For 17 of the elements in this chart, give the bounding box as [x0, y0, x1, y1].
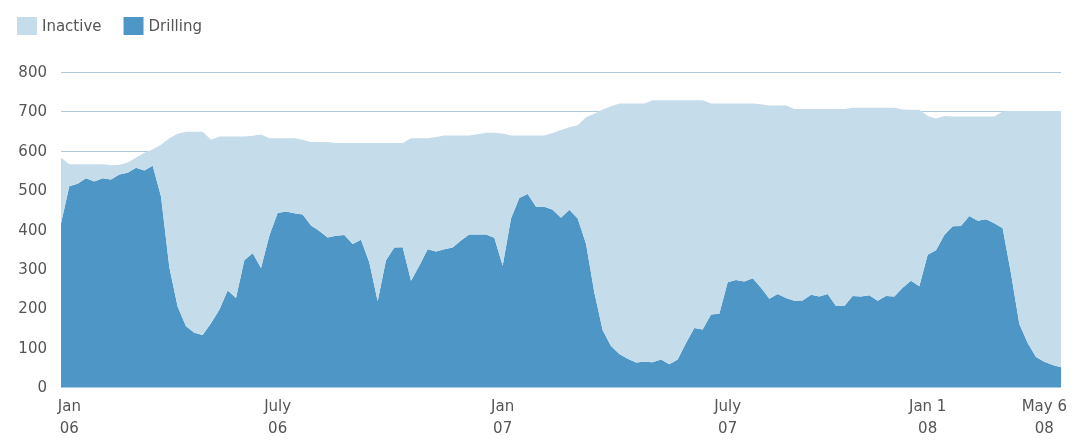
x-tick-label: Jan 07 [490, 397, 515, 437]
x-tick-label: July 07 [713, 397, 742, 437]
y-tick-label: 800 [18, 63, 47, 81]
legend-label: Inactive [42, 17, 102, 35]
x-tick-label: May 6 08 [1021, 397, 1067, 437]
y-tick-label: 700 [18, 102, 47, 121]
y-tick-label: 500 [18, 181, 47, 200]
y-tick-label: 200 [18, 299, 47, 318]
y-tick-label: 300 [18, 259, 47, 278]
y-tick-label: 400 [18, 220, 47, 239]
y-tick-label: 100 [18, 338, 47, 357]
y-tick-label: 0 [37, 378, 47, 396]
x-tick-label: Jan 1 08 [907, 397, 947, 437]
legend-label: Drilling [148, 17, 202, 35]
x-tick-label: Jan 06 [56, 397, 81, 437]
x-tick-label: July 06 [263, 397, 292, 437]
y-tick-label: 600 [18, 141, 47, 160]
